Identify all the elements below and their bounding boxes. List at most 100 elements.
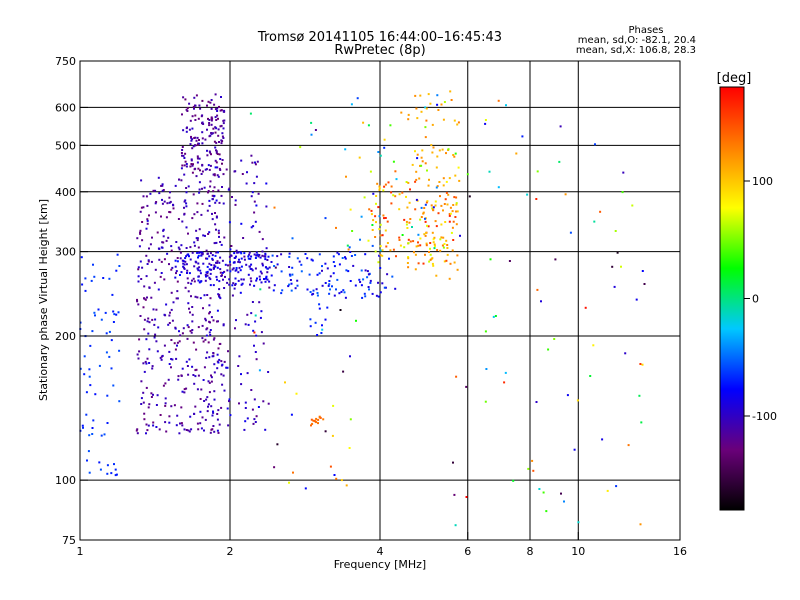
scatter-point: [328, 283, 331, 286]
scatter-point: [324, 217, 327, 220]
scatter-point: [202, 234, 205, 237]
scatter-point: [185, 205, 188, 208]
scatter-point: [169, 191, 171, 194]
scatter-point: [254, 351, 257, 353]
scatter-point: [371, 229, 374, 231]
scatter-point: [210, 376, 213, 379]
scatter-point: [398, 239, 401, 241]
scatter-point: [207, 233, 210, 235]
scatter-point: [370, 209, 373, 212]
scatter-point: [232, 267, 235, 270]
scatter-point: [213, 363, 216, 366]
scatter-point: [446, 253, 449, 256]
y-tick-label: 600: [55, 101, 76, 114]
scatter-point: [257, 255, 260, 258]
scatter-point: [170, 245, 173, 248]
scatter-point: [443, 203, 446, 205]
scatter-point: [167, 236, 170, 239]
scatter-point: [201, 137, 204, 140]
scatter-point: [399, 244, 402, 247]
scatter-point: [206, 149, 208, 152]
scatter-point: [421, 160, 424, 163]
scatter-point: [194, 114, 197, 117]
scatter-point: [196, 157, 199, 160]
scatter-point: [158, 428, 161, 431]
scatter-point: [209, 272, 212, 275]
scatter-point: [455, 202, 458, 205]
scatter-point: [168, 314, 171, 317]
scatter-point: [168, 363, 171, 365]
scatter-point: [426, 200, 429, 203]
scatter-point: [442, 209, 444, 212]
scatter-point: [229, 270, 232, 273]
scatter-point: [258, 275, 261, 278]
scatter-point: [441, 148, 444, 151]
scatter-point: [222, 374, 225, 377]
scatter-point: [337, 253, 340, 256]
scatter-point: [221, 159, 224, 161]
scatter-point: [176, 344, 178, 347]
scatter-point: [643, 283, 646, 285]
scatter-point: [142, 362, 145, 365]
scatter-point: [220, 109, 223, 112]
scatter-point: [358, 278, 361, 281]
scatter-point: [191, 164, 194, 167]
scatter-point: [213, 186, 216, 189]
scatter-point: [425, 244, 428, 247]
scatter-point: [312, 419, 315, 422]
scatter-point: [199, 297, 202, 300]
scatter-point: [639, 363, 642, 365]
scatter-point: [239, 269, 242, 272]
scatter-point: [202, 262, 205, 265]
scatter-point: [429, 102, 432, 105]
scatter-point: [452, 204, 455, 206]
scatter-point: [85, 391, 88, 394]
scatter-point: [148, 247, 150, 250]
scatter-point: [98, 461, 101, 464]
scatter-point: [227, 350, 229, 353]
scatter-point: [367, 239, 370, 242]
scatter-point: [198, 251, 201, 254]
scatter-point: [448, 177, 451, 180]
scatter-point: [435, 186, 438, 189]
scatter-point: [266, 259, 269, 261]
scatter-point: [212, 266, 215, 269]
scatter-point: [414, 180, 417, 183]
scatter-point: [205, 356, 208, 359]
scatter-point: [175, 424, 178, 427]
scatter-point: [252, 225, 255, 228]
scatter-point: [170, 249, 173, 252]
y-tick-label: 100: [55, 474, 76, 487]
scatter-point: [196, 251, 199, 254]
scatter-point: [188, 430, 191, 433]
scatter-point: [223, 236, 226, 239]
scatter-point: [259, 256, 262, 259]
scatter-point: [208, 135, 211, 138]
scatter-point: [364, 253, 367, 256]
scatter-point: [108, 330, 111, 333]
scatter-point: [159, 275, 162, 278]
scatter-point: [82, 426, 84, 429]
scatter-point: [435, 225, 438, 228]
scatter-point: [413, 251, 415, 254]
scatter-point: [148, 348, 151, 351]
scatter-point: [332, 272, 335, 275]
scatter-point: [178, 340, 181, 343]
scatter-point: [391, 275, 394, 278]
scatter-point: [183, 206, 185, 209]
scatter-point: [512, 479, 515, 482]
scatter-point: [188, 255, 190, 258]
scatter-point: [258, 254, 261, 256]
scatter-point: [450, 231, 453, 234]
scatter-point: [232, 282, 235, 285]
x-tick-label: 1: [77, 545, 84, 558]
scatter-point: [247, 273, 250, 276]
scatter-point: [163, 278, 166, 281]
scatter-point: [405, 220, 408, 223]
scatter-point: [176, 257, 179, 259]
scatter-point: [184, 98, 187, 101]
scatter-point: [222, 119, 225, 122]
scatter-point: [176, 260, 179, 263]
scatter-point: [160, 246, 163, 249]
scatter-point: [300, 263, 303, 266]
